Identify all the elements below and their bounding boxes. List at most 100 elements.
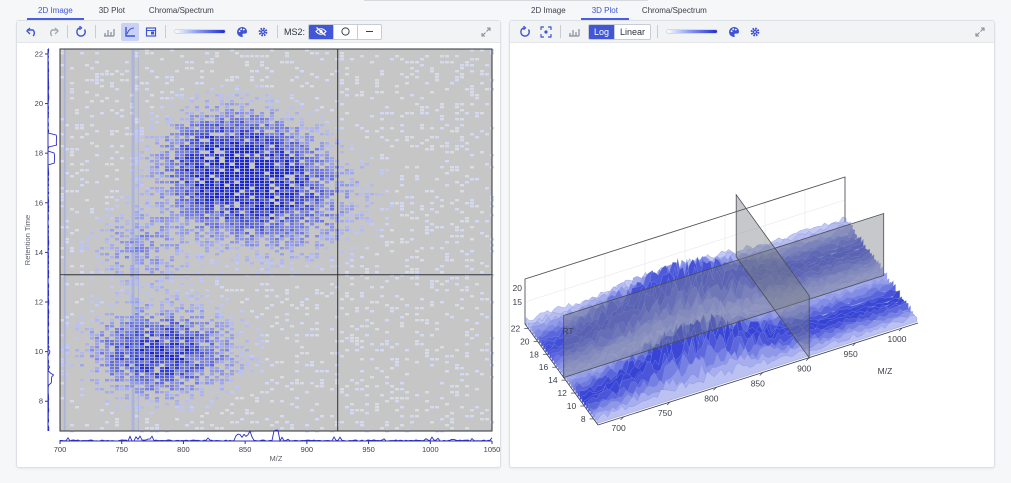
heatmap-cell [145,331,149,334]
heatmap-cell [290,250,294,253]
heatmap-cell [115,226,119,229]
settings-button[interactable] [746,23,764,41]
heatmap-cell [385,106,389,109]
color-gradient-bar[interactable] [174,29,226,34]
heatmap-cell [295,382,299,385]
redo-button[interactable] [44,23,62,41]
heatmap-cell [250,55,254,58]
heatmap-cell [350,325,354,328]
heatmap-cell [170,304,174,307]
heatmap-cell [310,166,314,169]
heatmap-cell [230,211,234,214]
heatmap-cell [105,238,109,241]
heatmap-cell [110,145,114,148]
heatmap-cell [240,145,244,148]
focus-button[interactable] [537,23,555,41]
palette-button[interactable] [233,23,251,41]
heatmap-cell [205,202,209,205]
linear-scale-button[interactable]: Linear [614,24,650,39]
heatmap-cell [125,397,129,400]
scale-button[interactable] [565,23,583,41]
heatmap-cell [265,127,269,130]
heatmap-cell [220,130,224,133]
heatmap-cell [380,229,384,232]
image-export-button[interactable] [142,23,160,41]
heatmap-cell [70,175,74,178]
heatmap-cell [195,271,199,274]
settings-button[interactable] [254,23,272,41]
heatmap-cell [150,193,154,196]
heatmap-cell [220,361,224,364]
heatmap-cell [225,115,229,118]
heatmap-cell [125,292,129,295]
heatmap-cell [185,175,189,178]
expand-button[interactable] [478,24,494,40]
tab-chroma-spectrum[interactable]: Chroma/Spectrum [641,6,707,15]
heatmap-cell [185,343,189,346]
heatmap-cell [165,298,169,301]
heatmap-cell [110,82,114,85]
tab-2d-image[interactable]: 2D Image [531,6,566,15]
heatmap-cell [190,409,194,412]
undo-button[interactable] [23,23,41,41]
refresh-button[interactable] [516,23,534,41]
curve-toggle-button[interactable] [121,22,139,41]
heatmap-cell [280,139,284,142]
heatmap-cell [180,202,184,205]
heatmap-cell [320,115,324,118]
heatmap-cell [90,379,94,382]
heatmap-cell [190,133,194,136]
heatmap-cell [95,268,99,271]
heatmap-cell [200,70,204,73]
heatmap-cell [340,391,344,394]
scale-button[interactable] [100,23,118,41]
expand-button[interactable] [972,24,988,40]
palette-button[interactable] [725,23,743,41]
heatmap-cell [125,220,129,223]
heatmap-cell [115,169,119,172]
heatmap-cell [220,115,224,118]
tab-chroma-spectrum[interactable]: Chroma/Spectrum [148,6,214,15]
heatmap-cell [230,49,234,52]
log-scale-button[interactable]: Log [589,24,614,39]
tab-3d-plot[interactable]: 3D Plot [580,2,630,20]
heatmap-cell [230,187,234,190]
heatmap-cell [155,142,159,145]
heatmap-cell [220,196,224,199]
heatmap-cell [120,79,124,82]
heatmap-cell [445,370,449,373]
heatmap-cell [255,178,259,181]
surface-3d-chart[interactable]: 7007508008509009501000810121416182022152… [510,43,996,469]
heatmap-cell [325,178,329,181]
heatmap-cell [465,175,469,178]
heatmap-cell [385,319,389,322]
heatmap-cell [115,421,119,424]
heatmap-cell [255,235,259,238]
heatmap-cell [195,241,199,244]
heatmap-cell [310,187,314,190]
heatmap-cell [350,181,354,184]
tab-2d-image[interactable]: 2D Image [27,2,84,20]
heatmap-cell [235,52,239,55]
heatmap-cell [205,184,209,187]
heatmap-cell [295,100,299,103]
heatmap-chart[interactable]: 700 750 800 850 900 950 1000 1050 8101214161820… [17,43,502,469]
heatmap-cell [140,217,144,220]
refresh-button[interactable] [72,23,90,41]
heatmap-cell [400,202,404,205]
heatmap-cell [70,232,74,235]
heatmap-cell [170,133,174,136]
ms2-circle-button[interactable] [333,24,358,39]
heatmap-cell [130,271,134,274]
ms2-hide-button[interactable] [309,24,334,39]
tab-3d-plot[interactable]: 3D Plot [98,6,125,15]
heatmap-cell [105,349,109,352]
ms2-line-button[interactable] [357,24,382,39]
heatmap-cell [135,235,139,238]
heatmap-cell [290,145,294,148]
color-gradient-bar[interactable] [666,29,718,34]
heatmap-cell [175,310,179,313]
heatmap-cell [115,253,119,256]
heatmap-cell [430,280,434,283]
heatmap-cell [450,421,454,424]
